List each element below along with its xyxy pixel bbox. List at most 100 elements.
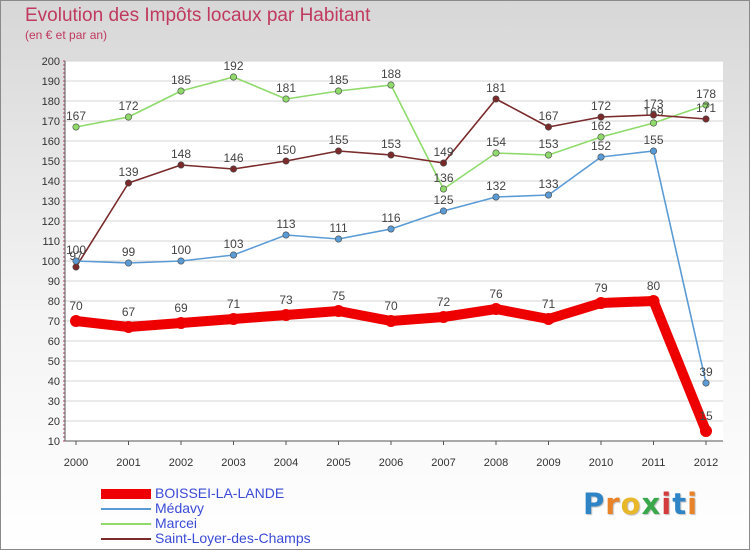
x-tick-label: 2008: [484, 457, 508, 469]
data-label: 80: [647, 279, 661, 293]
logo-letter: P: [583, 487, 606, 521]
data-point: [177, 87, 185, 95]
legend-item: Marcei: [101, 516, 311, 531]
data-point: [387, 151, 395, 159]
data-point: [227, 313, 240, 325]
x-tick-label: 2009: [536, 457, 560, 469]
x-tick-label: 2005: [326, 457, 350, 469]
data-point: [492, 95, 500, 103]
data-point: [439, 207, 447, 215]
data-point: [649, 119, 657, 127]
data-label: 146: [223, 151, 243, 165]
legend-item: Saint-Loyer-des-Champs: [101, 531, 311, 546]
chart-legend: BOISSEI-LA-LANDE Médavy Marcei Saint-Loyer-…: [101, 486, 311, 546]
x-tick-label: 2001: [116, 457, 140, 469]
data-label: 71: [227, 297, 241, 311]
y-tick-label: 50: [48, 356, 60, 368]
data-point: [387, 81, 395, 89]
data-point: [72, 263, 80, 271]
legend-label: Médavy: [155, 500, 205, 516]
data-point: [282, 95, 290, 103]
y-tick-label: 190: [42, 76, 60, 88]
data-point: [72, 257, 80, 265]
y-tick-label: 150: [42, 156, 60, 168]
data-point: [437, 311, 450, 323]
data-label: 178: [696, 87, 716, 101]
legend-label: Saint-Loyer-des-Champs: [155, 530, 311, 546]
data-label: 15: [699, 409, 713, 423]
data-label: 39: [699, 365, 713, 379]
data-label: 155: [643, 133, 663, 147]
data-point: [177, 257, 185, 265]
y-tick-label: 130: [42, 196, 60, 208]
data-label: 71: [542, 297, 556, 311]
data-point: [334, 235, 342, 243]
y-tick-label: 110: [42, 236, 60, 248]
data-point: [230, 73, 238, 81]
data-point: [647, 295, 660, 307]
data-point: [595, 297, 607, 309]
data-point: [230, 251, 238, 259]
logo-letter: i: [687, 487, 699, 521]
logo-letter: x: [641, 487, 662, 521]
x-tick-label: 2004: [274, 457, 298, 469]
legend-label: Marcei: [155, 515, 198, 531]
data-label: 100: [66, 243, 86, 257]
legend-item: BOISSEI-LA-LANDE: [101, 486, 311, 501]
data-label: 79: [594, 281, 608, 295]
y-tick-label: 60: [48, 336, 60, 348]
logo-letter: i: [661, 487, 673, 521]
data-label: 185: [171, 73, 191, 87]
data-point: [122, 321, 135, 333]
data-label: 153: [381, 137, 401, 151]
data-label: 153: [538, 137, 558, 151]
data-label: 99: [122, 245, 136, 259]
data-point: [597, 153, 605, 161]
y-tick-label: 90: [48, 276, 60, 288]
data-point: [332, 305, 345, 317]
data-label: 155: [328, 133, 348, 147]
x-tick-label: 2012: [694, 457, 718, 469]
data-point: [597, 113, 605, 121]
y-tick-label: 140: [42, 176, 60, 188]
data-label: 173: [643, 97, 663, 111]
y-tick-label: 160: [42, 136, 60, 148]
data-label: 76: [489, 287, 503, 301]
data-point: [282, 157, 290, 165]
data-label: 152: [591, 139, 611, 153]
legend-item: Médavy: [101, 501, 311, 516]
y-tick-label: 30: [48, 396, 60, 408]
data-label: 116: [381, 211, 400, 225]
data-point: [70, 315, 82, 327]
y-tick-label: 40: [48, 376, 60, 388]
logo-letter: r: [605, 487, 621, 521]
data-point: [649, 111, 657, 119]
x-tick-label: 2000: [64, 457, 88, 469]
y-tick-label: 20: [48, 416, 60, 428]
data-label: 132: [486, 179, 506, 193]
y-tick-label: 180: [42, 96, 60, 108]
data-point: [490, 303, 502, 315]
data-point: [700, 425, 712, 437]
x-tick-label: 2011: [642, 457, 666, 469]
data-label: 133: [538, 177, 558, 191]
data-point: [702, 115, 710, 123]
data-label: 113: [276, 217, 295, 231]
data-point: [334, 147, 342, 155]
data-label: 181: [276, 81, 296, 95]
data-label: 75: [332, 289, 346, 303]
logo-letter: t: [672, 487, 688, 521]
data-label: 111: [329, 221, 348, 235]
data-label: 72: [437, 295, 451, 309]
proxiti-logo: Proxiti: [583, 487, 698, 521]
y-tick-label: 120: [42, 216, 60, 228]
data-label: 181: [486, 81, 506, 95]
plot-area: [65, 61, 723, 441]
data-label: 192: [223, 59, 243, 73]
legend-swatch: [101, 537, 151, 540]
data-point: [387, 225, 395, 233]
data-label: 97: [69, 249, 83, 263]
data-point: [125, 179, 133, 187]
